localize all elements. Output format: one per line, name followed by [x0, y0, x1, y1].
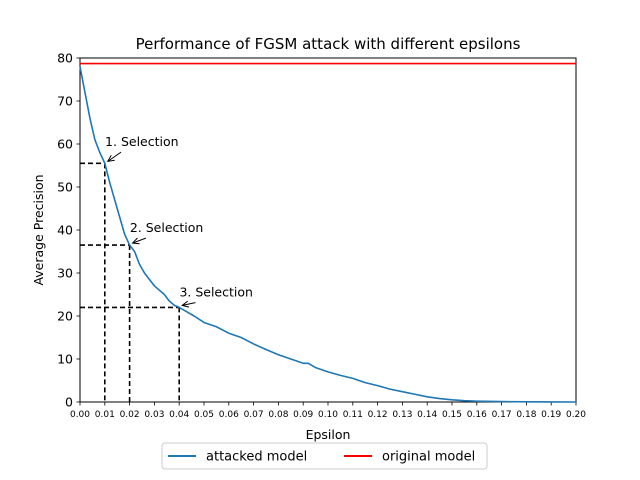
x-tick-label: 0.17	[492, 410, 512, 420]
series-line-attacked-model	[79, 66, 577, 403]
x-tick-label: 0.15	[442, 410, 462, 420]
x-tick-label: 0.06	[219, 410, 239, 420]
x-tick-label: 0.14	[417, 410, 437, 420]
x-tick-label: 0.07	[244, 410, 264, 420]
y-tick-label: 40	[57, 223, 73, 238]
y-tick-label: 0	[65, 395, 73, 410]
x-tick-label: 0.08	[268, 410, 288, 420]
plot-area: 0.00 0.01 0.02 0.03 0.04 0.05 0.06 0.07 0.08 0.09…	[57, 51, 586, 421]
y-tick-label: 60	[57, 137, 73, 152]
annotation-arrow	[182, 302, 196, 306]
y-tick-label: 30	[57, 266, 73, 281]
y-tick-label: 20	[57, 309, 73, 324]
annotation-arrow	[107, 151, 122, 162]
x-tick-label: 0.01	[95, 410, 115, 420]
x-tick-label: 0.20	[566, 410, 586, 420]
annotation-arrow-head	[181, 300, 190, 308]
x-tick-label: 0.10	[318, 410, 338, 420]
x-tick-label: 0.04	[169, 410, 189, 420]
x-tick-label: 0.11	[343, 410, 363, 420]
legend-label: attacked model	[206, 450, 307, 465]
selection-annotation: 1. Selection	[105, 134, 179, 149]
x-tick-label: 0.16	[467, 410, 487, 420]
x-tick-label: 0.02	[120, 410, 140, 420]
selection-annotation: 3. Selection	[179, 285, 253, 300]
x-tick-label: 0.13	[392, 410, 412, 420]
y-tick-label: 80	[57, 51, 73, 66]
y-axis-label: Average Precision	[31, 174, 46, 285]
x-axis-label: Epsilon	[306, 427, 351, 442]
x-tick-label: 0.09	[293, 410, 313, 420]
x-tick-label: 0.18	[516, 410, 536, 420]
x-tick-label: 0.00	[70, 410, 90, 420]
x-tick-label: 0.12	[368, 410, 388, 420]
x-tick-label: 0.05	[194, 410, 214, 420]
chart-title: Performance of FGSM attack with differen…	[136, 35, 521, 53]
annotation-arrow-head	[106, 155, 115, 163]
legend-box	[161, 442, 488, 470]
y-tick-label: 10	[57, 352, 73, 367]
x-tick-label: 0.19	[541, 410, 561, 420]
y-tick-label: 70	[57, 94, 73, 109]
selection-annotation: 2. Selection	[130, 220, 204, 235]
annotation-arrow	[132, 237, 147, 244]
x-tick-label: 0.03	[144, 410, 164, 420]
legend: attacked model original model	[161, 442, 488, 470]
legend-label: original model	[382, 450, 475, 465]
annotation-arrow-head	[131, 237, 140, 245]
y-tick-label: 50	[57, 180, 73, 195]
